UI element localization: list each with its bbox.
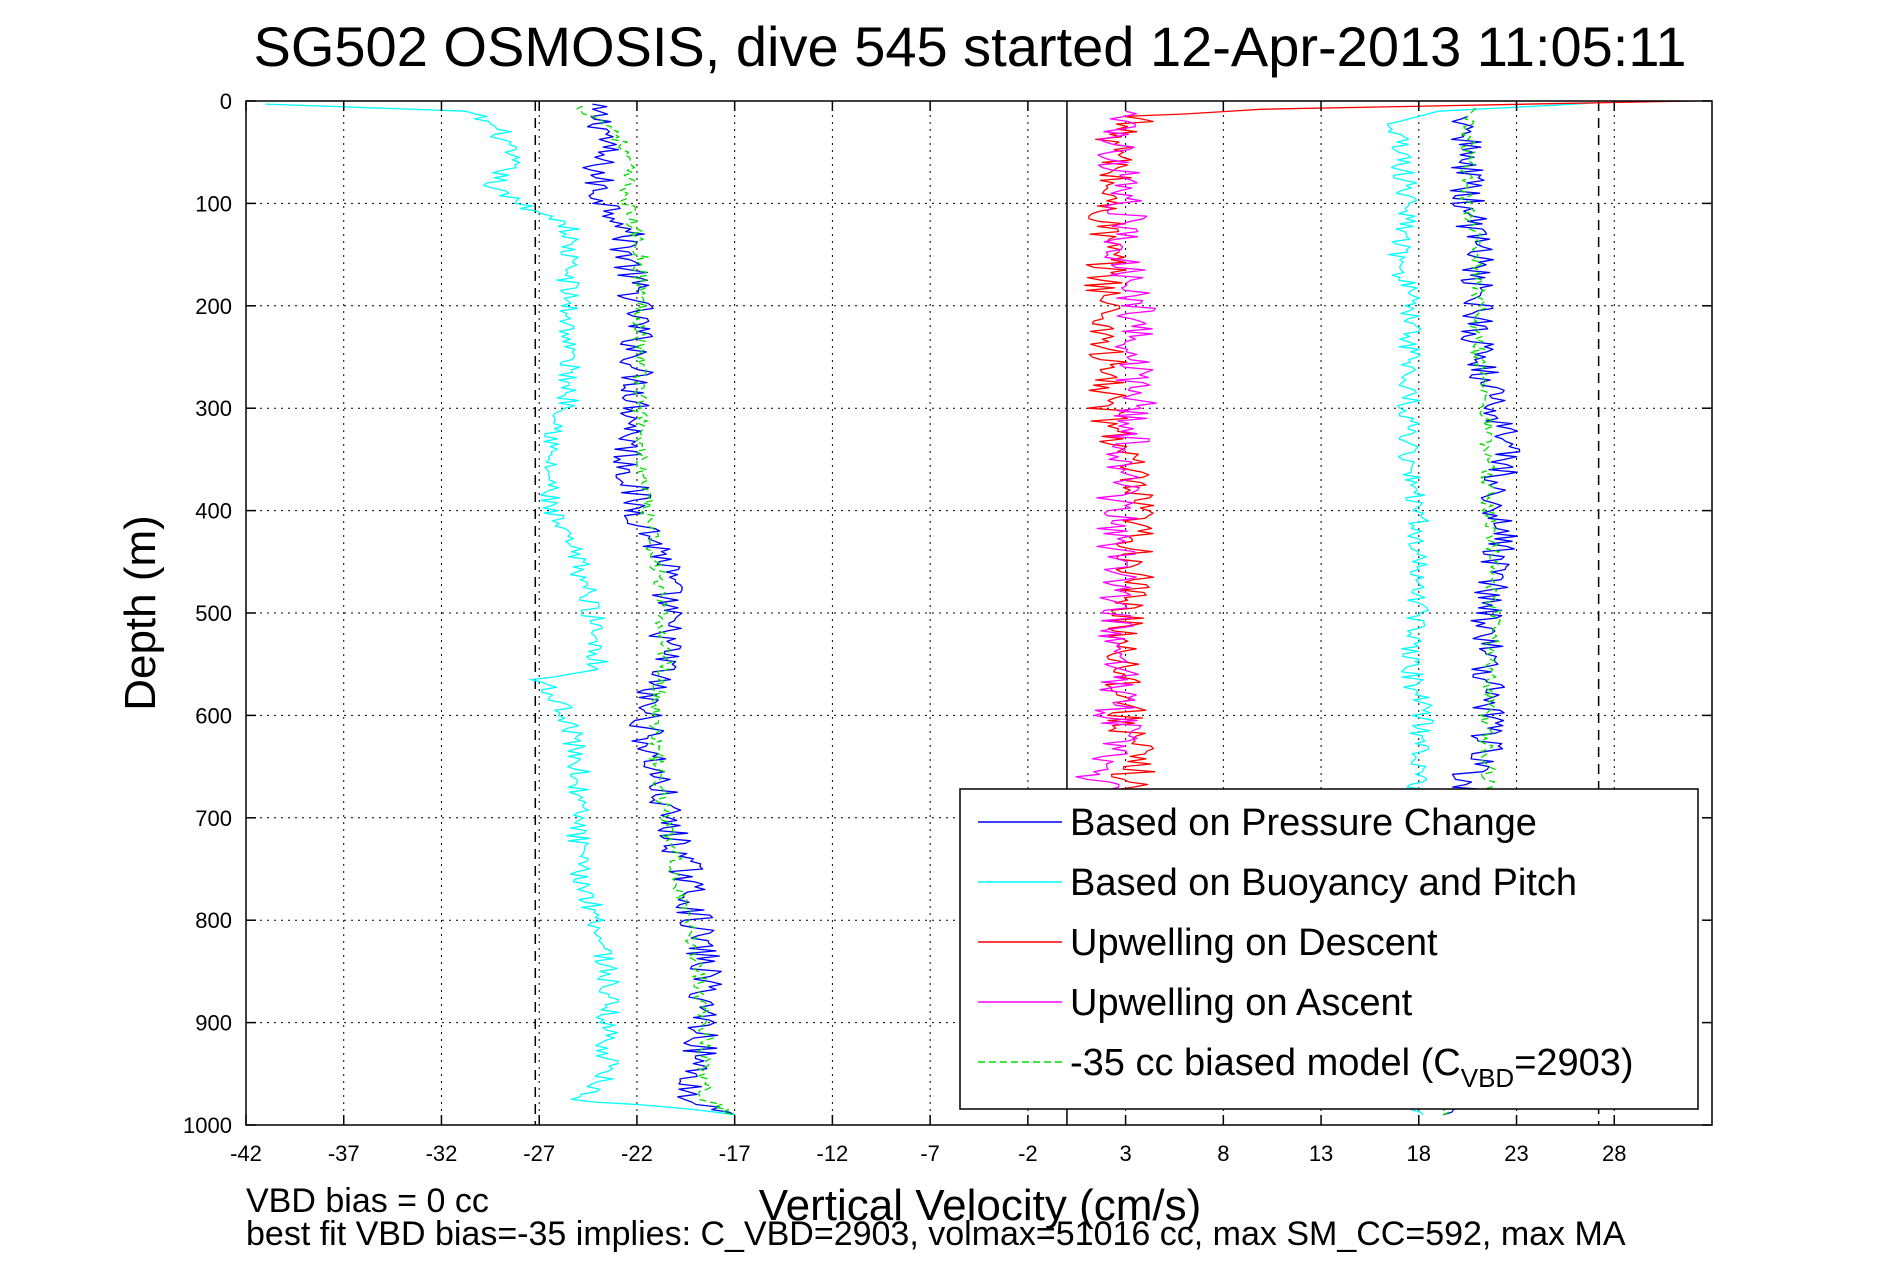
x-tick-label: -7 [920,1141,940,1166]
x-tick-label: -32 [426,1141,458,1166]
series-line [576,105,735,1116]
y-tick-label: 300 [195,396,232,421]
x-tick-label: 23 [1504,1141,1528,1166]
y-tick-label: 1000 [183,1113,232,1138]
footer-best-fit: best fit VBD bias=-35 implies: C_VBD=290… [246,1215,1626,1253]
x-tick-label: 18 [1407,1141,1431,1166]
x-tick-label: 13 [1309,1141,1333,1166]
legend-entry: -35 cc biased model (CVBD=2903) [1070,1042,1634,1093]
y-tick-label: 100 [195,191,232,216]
legend: Based on Pressure Change Based on Buoyanc… [959,788,1699,1110]
legend-entry: Upwelling on Ascent [1070,982,1413,1024]
x-axis-label: Vertical Velocity (cm/s) [759,1181,1202,1230]
y-tick-label: 0 [220,89,232,114]
x-tick-label: 3 [1119,1141,1131,1166]
legend-entry-subscript: VBD [1461,1063,1514,1093]
x-tick-label: 8 [1217,1141,1229,1166]
x-tick-label: -17 [719,1141,751,1166]
x-tick-label: -42 [230,1141,262,1166]
y-axis: 0 100 200 300 400 500 600 700 800 900 1000 [183,89,1712,1138]
y-tick-label: 800 [195,908,232,933]
legend-entry: Based on Pressure Change [1070,802,1537,844]
x-tick-label: -12 [817,1141,849,1166]
legend-box [959,788,1699,1110]
y-axis-label: Depth (m) [116,515,165,711]
series-group [265,101,1693,1116]
y-tick-label: 600 [195,703,232,728]
x-tick-label: -2 [1018,1141,1038,1166]
legend-entry: Based on Buoyancy and Pitch [1070,862,1577,904]
y-tick-label: 700 [195,806,232,831]
x-tick-label: 28 [1602,1141,1626,1166]
legend-entry: Upwelling on Descent [1070,922,1438,964]
x-axis: -42 -37 -32 -27 -22 -17 -12 -7 -2 3 8 13 18 23 28 [230,101,1627,1166]
series-line [265,103,735,1116]
legend-entry-label: Based on Buoyancy and Pitch [1070,862,1577,904]
y-tick-label: 200 [195,294,232,319]
footer-vbd-bias: VBD bias = 0 cc [246,1182,489,1220]
series-line [1075,110,1157,798]
chart-title: SG502 OSMOSIS, dive 545 started 12-Apr-2… [254,15,1687,78]
y-tick-label: 500 [195,601,232,626]
legend-entry-label: Upwelling on Descent [1070,922,1438,964]
x-tick-label: -27 [523,1141,555,1166]
legend-entry-label: -35 cc biased model (C [1070,1042,1461,1084]
legend-entry-label: Based on Pressure Change [1070,802,1537,844]
y-tick-label: 900 [195,1011,232,1036]
x-tick-label: -37 [328,1141,360,1166]
legend-entry-suffix: =2903) [1514,1042,1633,1084]
y-tick-label: 400 [195,499,232,524]
x-tick-label: -22 [621,1141,653,1166]
legend-entry-label: Upwelling on Ascent [1070,982,1413,1024]
